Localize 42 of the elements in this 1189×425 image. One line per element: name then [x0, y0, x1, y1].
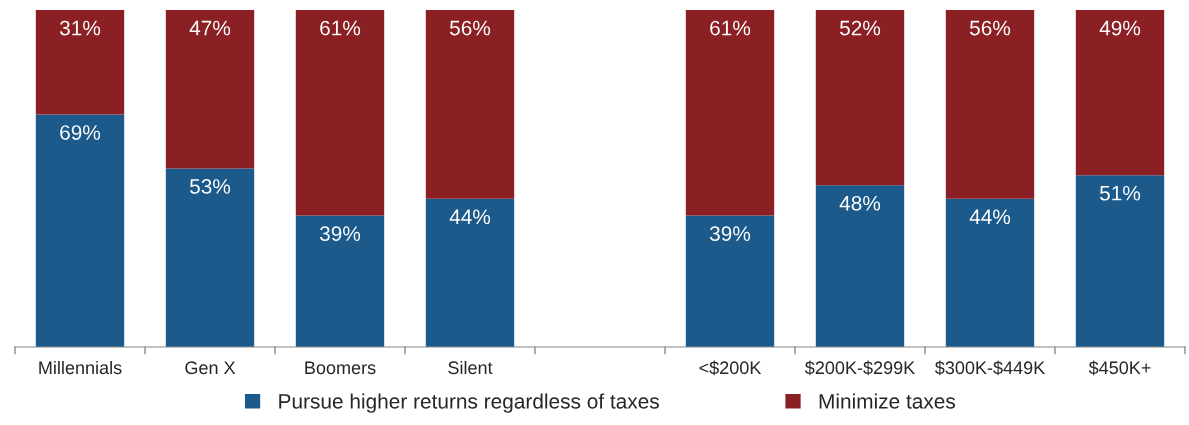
x-tick-label: <$200K — [699, 360, 762, 376]
legend-label: Pursue higher returns regardless of taxes — [279, 393, 659, 413]
data-label: 52% — [839, 20, 881, 36]
bar — [1075, 175, 1165, 347]
bar — [425, 198, 515, 347]
bar — [1075, 10, 1165, 176]
bar — [685, 215, 775, 347]
data-label: 31% — [59, 20, 101, 36]
data-label: 51% — [1099, 185, 1141, 201]
data-label: 56% — [969, 20, 1011, 36]
x-tick-label: $200K-$299K — [804, 360, 916, 376]
data-label: 49% — [1099, 20, 1141, 36]
bar — [815, 185, 905, 347]
bar — [425, 10, 515, 199]
x-tick-label: $300K-$449K — [934, 360, 1046, 376]
bar — [295, 215, 385, 347]
data-label: 56% — [449, 20, 491, 36]
data-label: 61% — [320, 20, 361, 36]
bar — [295, 10, 385, 216]
bar — [35, 114, 125, 347]
data-label: 61% — [710, 20, 751, 36]
bar — [165, 10, 255, 169]
legend-label: Minimize taxes — [819, 393, 956, 409]
bar — [945, 198, 1035, 347]
x-tick-label: $450K+ — [1088, 360, 1151, 376]
bar — [815, 10, 905, 186]
data-label: 44% — [969, 209, 1011, 225]
data-label: 48% — [839, 195, 881, 211]
bar — [685, 10, 775, 216]
bar — [35, 10, 125, 115]
x-tick-label: Gen X — [185, 361, 236, 375]
data-label: 69% — [60, 125, 101, 140]
data-label: 47% — [189, 20, 231, 36]
bar — [165, 168, 255, 347]
x-tick-label: Silent — [448, 360, 493, 375]
bar — [945, 10, 1035, 199]
data-label: 39% — [709, 226, 751, 241]
x-tick-label: Boomers — [305, 361, 376, 375]
x-tick-label: Millennials — [39, 360, 122, 375]
data-label: 53% — [189, 179, 231, 194]
data-label: 44% — [449, 209, 491, 225]
data-label: 39% — [319, 226, 361, 241]
